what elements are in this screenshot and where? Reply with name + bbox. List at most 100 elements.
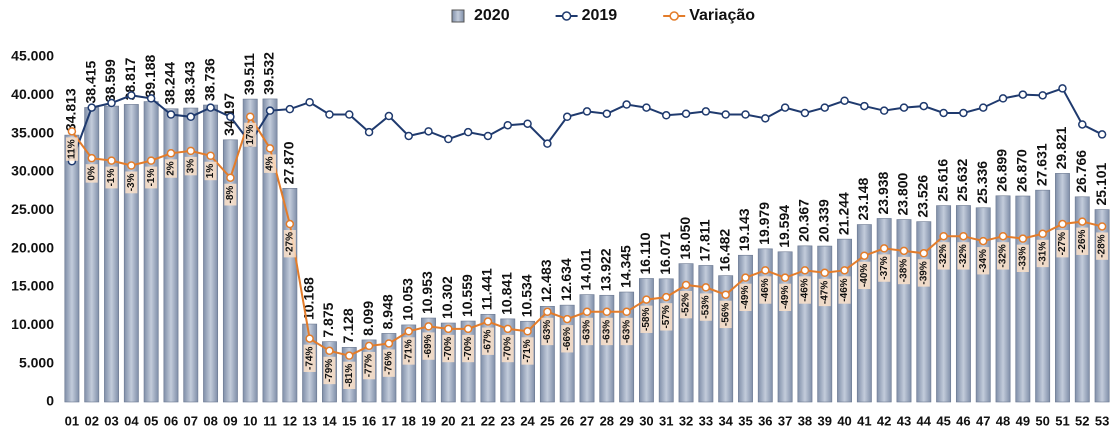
- label-box: [541, 317, 554, 346]
- x-tick-label: 14: [322, 413, 337, 428]
- point-label: -8%: [224, 183, 237, 206]
- x-tick-label: 09: [223, 413, 237, 428]
- label-box: [481, 327, 494, 355]
- bar: [995, 195, 1011, 403]
- bar-value-label: 10.302: [439, 276, 455, 319]
- point-label: -63%: [581, 317, 593, 346]
- point-label: 2%: [164, 159, 177, 178]
- x-tick-label: 38: [798, 413, 812, 428]
- x-tick-label: 27: [580, 413, 594, 428]
- point-label: -28%: [1096, 232, 1109, 260]
- bar-value-label: 16.071: [657, 232, 673, 275]
- bar-value-label: 12.634: [558, 258, 574, 301]
- point: [1078, 120, 1087, 129]
- bar-value-label: 19.594: [776, 205, 792, 248]
- point-value-label: -40%: [859, 264, 870, 287]
- label-box: [145, 166, 158, 189]
- point-value-label: -70%: [463, 337, 474, 360]
- x-tick-label: 42: [877, 413, 891, 428]
- point-label: 11%: [65, 137, 78, 161]
- point-label: -38%: [897, 256, 910, 285]
- point: [642, 295, 651, 304]
- bar-value-label: 26.899: [994, 149, 1010, 192]
- point: [879, 244, 889, 253]
- x-tick-label: 16: [362, 413, 376, 428]
- x-tick-label: 28: [600, 413, 614, 428]
- point: [919, 101, 929, 111]
- point: [661, 292, 671, 302]
- point-value-label: -57%: [661, 305, 672, 328]
- point: [166, 149, 176, 158]
- point-label: -32%: [957, 242, 970, 270]
- x-tick-label: 15: [342, 413, 356, 428]
- bar-value-label: 38.415: [82, 60, 98, 103]
- point: [602, 109, 612, 118]
- bar: [104, 105, 119, 403]
- point: [800, 108, 810, 118]
- point-label: -52%: [680, 290, 693, 319]
- x-tick-label: 20: [441, 413, 455, 428]
- point: [939, 231, 948, 241]
- label-box: [937, 242, 950, 270]
- legend: 2020 2019 Variação: [451, 7, 755, 24]
- legend-marker: [561, 11, 572, 21]
- y-tick-label: 35.000: [11, 124, 54, 140]
- label-box: [838, 276, 851, 304]
- label-box: [620, 317, 633, 346]
- point-label: -71%: [521, 337, 534, 365]
- point: [424, 322, 433, 331]
- label-box: [184, 156, 197, 176]
- label-box: [818, 278, 831, 307]
- point-value-label: -47%: [819, 281, 830, 304]
- point: [543, 139, 552, 148]
- point-label: -33%: [1016, 244, 1029, 273]
- point-label: -70%: [442, 334, 455, 363]
- point-value-label: -1%: [106, 169, 117, 187]
- label-box: [1096, 232, 1109, 260]
- bar: [183, 107, 199, 403]
- point: [860, 251, 869, 260]
- bar-value-label: 23.526: [914, 175, 930, 218]
- point-label: -58%: [640, 305, 653, 333]
- point-value-label: -38%: [899, 259, 910, 282]
- label-box: [977, 247, 990, 275]
- x-tick-label: 34: [718, 413, 733, 428]
- bar-value-label: 38.599: [102, 59, 118, 102]
- point: [523, 327, 532, 336]
- bar-value-label: 7.875: [320, 302, 336, 337]
- bar: [262, 98, 278, 403]
- point-label: -70%: [501, 334, 514, 363]
- point: [226, 112, 235, 122]
- point: [761, 266, 770, 275]
- point-value-label: 17%: [245, 125, 256, 145]
- x-tick-label: 30: [639, 413, 653, 428]
- point-value-label: -76%: [384, 351, 395, 374]
- point: [860, 101, 869, 111]
- point-value-label: -46%: [800, 278, 811, 301]
- point-value-label: -31%: [1037, 242, 1048, 265]
- point: [939, 108, 948, 118]
- bar-value-label: 10.841: [498, 272, 514, 315]
- point: [998, 231, 1008, 241]
- bar-value-label: 10.053: [399, 278, 415, 321]
- label-box: [897, 256, 910, 285]
- point: [483, 131, 493, 141]
- bar: [242, 98, 258, 403]
- point-label: -63%: [620, 317, 633, 346]
- point-label: -79%: [323, 356, 336, 385]
- point: [206, 151, 215, 160]
- point: [444, 324, 453, 334]
- bar-value-label: 39.511: [241, 53, 257, 95]
- x-tick-label: 24: [520, 413, 535, 428]
- point: [146, 94, 156, 103]
- x-tick-label: 26: [560, 413, 574, 428]
- label-box: [660, 303, 673, 331]
- point: [978, 103, 988, 112]
- point: [840, 96, 849, 105]
- point: [741, 110, 750, 119]
- label-box: [283, 230, 296, 258]
- y-tick-label: 20.000: [11, 239, 54, 255]
- point-label: 3%: [184, 156, 197, 176]
- bar-value-label: 12.483: [538, 259, 554, 302]
- point: [166, 110, 176, 119]
